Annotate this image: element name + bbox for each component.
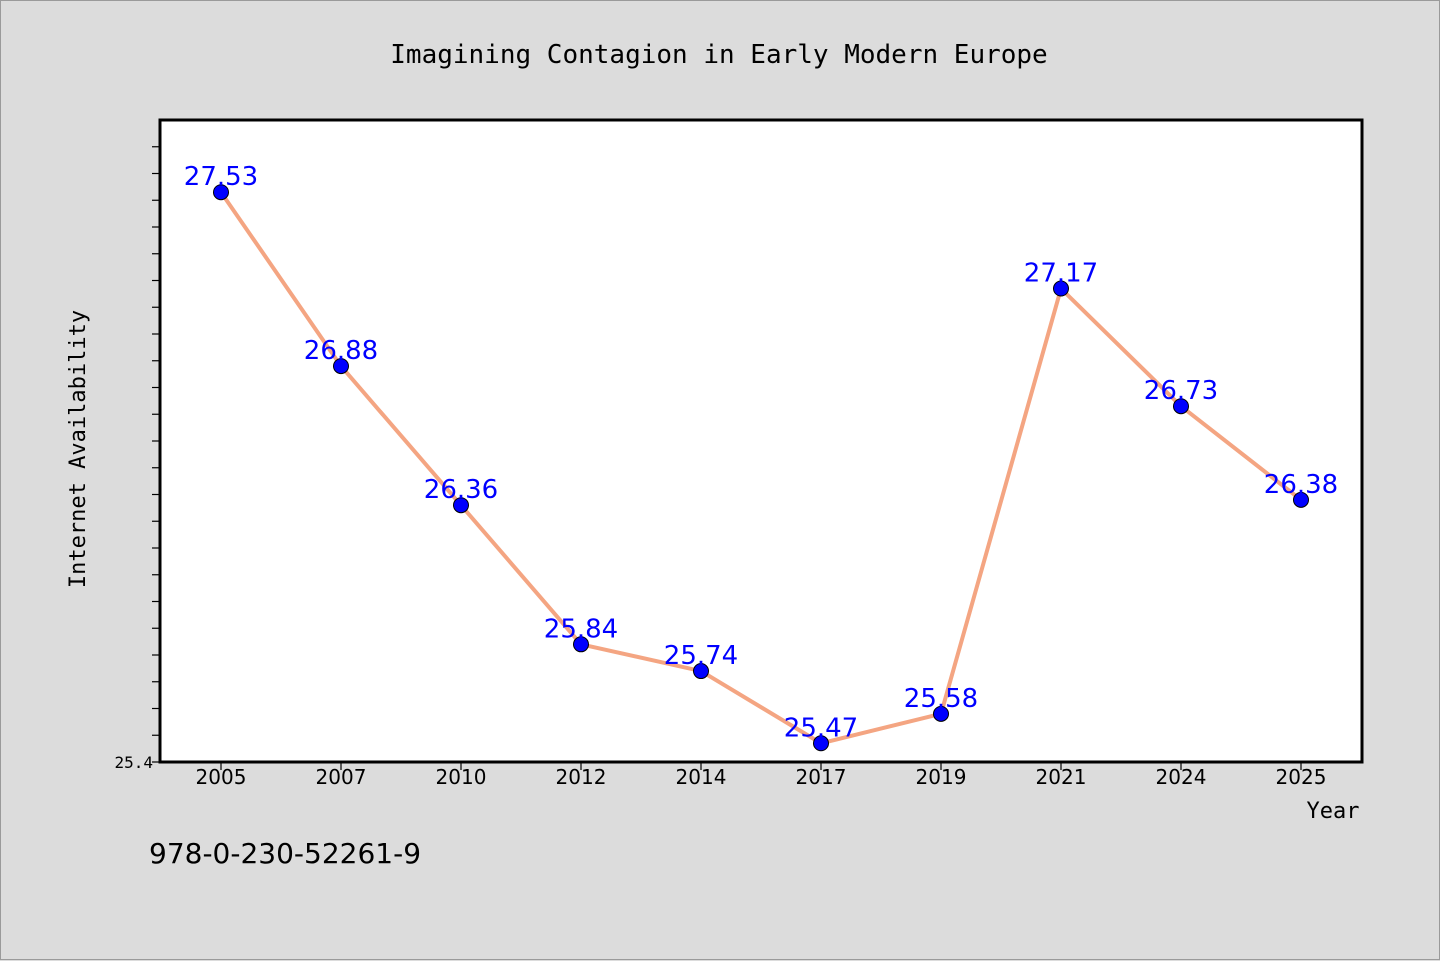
y-tick-label: 25.4 bbox=[114, 753, 153, 772]
series-line bbox=[219, 191, 1303, 746]
x-tick-label: 2005 bbox=[196, 765, 247, 789]
data-label: 25.84 bbox=[544, 614, 618, 644]
data-label: 26.38 bbox=[1264, 470, 1338, 500]
data-label: 25.74 bbox=[664, 641, 738, 671]
data-point bbox=[1293, 491, 1309, 508]
data-point bbox=[453, 497, 469, 514]
data-point bbox=[333, 358, 349, 375]
data-label: 27.53 bbox=[184, 162, 258, 192]
chart-title: Imagining Contagion in Early Modern Euro… bbox=[390, 40, 1047, 70]
data-markers bbox=[213, 184, 1309, 752]
y-axis-label: Internet Availability bbox=[66, 310, 91, 588]
data-point bbox=[693, 663, 709, 680]
data-labels: 27.53 26.88 26.36 25.84 25.74 25.47 25.58 27.17… bbox=[184, 162, 1338, 743]
data-point bbox=[213, 184, 229, 201]
data-label: 27.17 bbox=[1024, 259, 1098, 289]
data-label: 26.36 bbox=[424, 475, 498, 505]
data-label: 25.47 bbox=[784, 713, 858, 743]
x-tick-label: 2024 bbox=[1156, 765, 1207, 789]
x-tick-label: 2012 bbox=[556, 765, 607, 789]
x-tick-label: 2017 bbox=[796, 765, 847, 789]
x-tick-label: 2021 bbox=[1036, 765, 1087, 789]
y-axis-ticks: 25.4 bbox=[114, 146, 160, 772]
data-point bbox=[1173, 398, 1189, 415]
data-label: 25.58 bbox=[904, 684, 978, 714]
data-label: 26.88 bbox=[304, 336, 378, 366]
data-point bbox=[933, 705, 949, 722]
x-axis-ticks: 2005 2007 2010 2012 2014 2017 2019 2021 2024 2025 bbox=[196, 762, 1327, 789]
data-point bbox=[1053, 280, 1069, 297]
footer-isbn: 978-0-230-52261-9 bbox=[149, 837, 421, 870]
x-tick-label: 2010 bbox=[436, 765, 487, 789]
data-label: 26.73 bbox=[1144, 376, 1218, 406]
x-tick-label: 2014 bbox=[676, 765, 727, 789]
x-tick-label: 2007 bbox=[316, 765, 367, 789]
plot-area bbox=[158, 118, 1364, 764]
data-point bbox=[573, 636, 589, 653]
data-point bbox=[813, 735, 829, 752]
x-axis-label: Year bbox=[1307, 799, 1360, 824]
x-tick-label: 2025 bbox=[1276, 765, 1327, 789]
x-tick-label: 2019 bbox=[916, 765, 967, 789]
